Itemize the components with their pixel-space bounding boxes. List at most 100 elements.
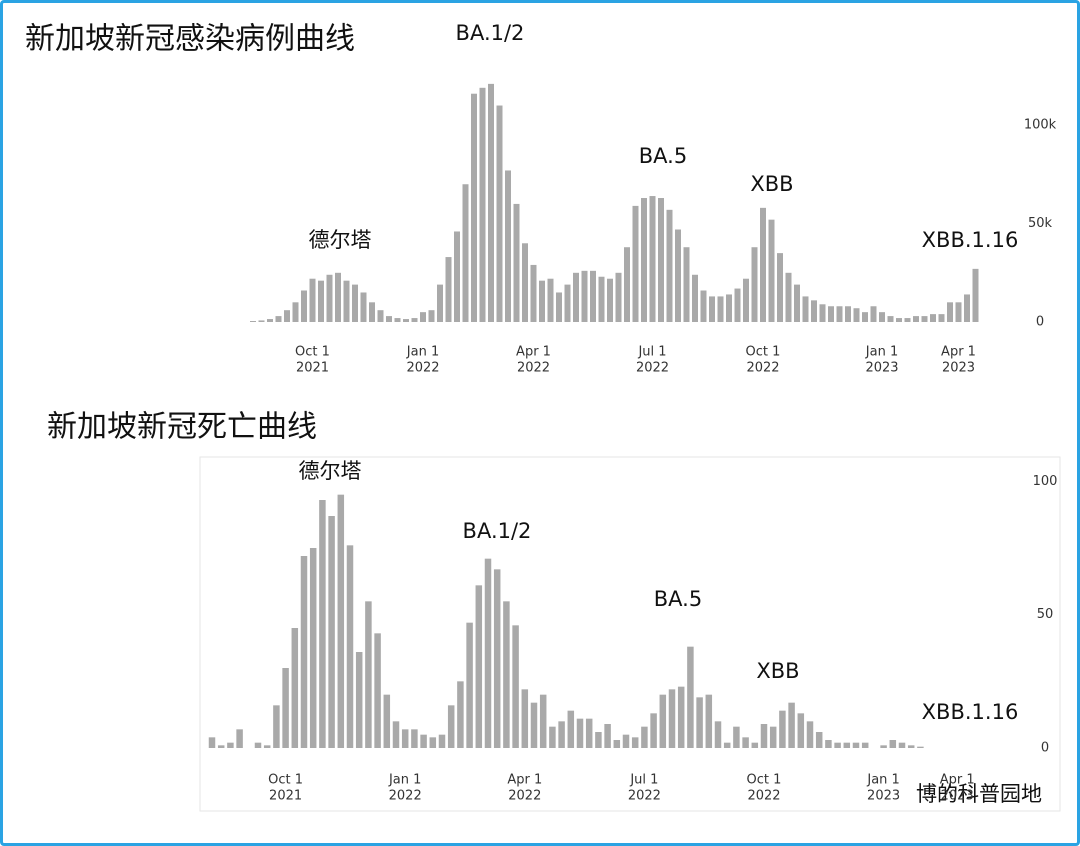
bar	[613, 740, 621, 748]
x-tick-label: Jan 1	[865, 345, 898, 360]
bar	[843, 742, 851, 748]
bar	[852, 742, 860, 748]
bar	[267, 319, 273, 322]
bar	[917, 746, 924, 748]
bar	[309, 278, 316, 322]
bar	[250, 321, 256, 322]
bar	[585, 718, 593, 748]
bar	[794, 284, 800, 322]
x-tick-label: Oct 1	[747, 773, 782, 788]
bar	[819, 304, 826, 322]
bar	[668, 689, 676, 748]
bar	[683, 247, 690, 322]
bar	[768, 219, 775, 322]
bar	[802, 296, 809, 322]
bar	[607, 278, 613, 322]
watermark: 博的科普园地	[916, 782, 1042, 806]
bar	[394, 318, 401, 322]
bar	[326, 274, 333, 322]
bar	[466, 622, 473, 748]
chart-title: 新加坡新冠感染病例曲线	[25, 22, 355, 57]
bar	[576, 718, 584, 748]
annotation: BA.1/2	[463, 519, 532, 543]
bar	[530, 702, 538, 748]
bar	[870, 306, 877, 322]
bar	[785, 272, 792, 322]
bar	[955, 302, 962, 322]
bar	[742, 737, 749, 748]
bar	[420, 312, 426, 322]
x-tick-label: 2022	[747, 789, 780, 804]
bar	[484, 558, 492, 748]
bar	[825, 740, 832, 748]
bar	[751, 742, 759, 748]
bar	[328, 516, 335, 748]
x-tick-label: 2022	[406, 361, 439, 376]
y-tick-label: 50	[1037, 607, 1054, 622]
x-tick-label: Jul 1	[637, 345, 666, 360]
bar	[714, 721, 722, 748]
bar	[964, 294, 970, 322]
bar	[547, 278, 554, 322]
x-tick-label: Apr 1	[507, 773, 542, 788]
bar	[641, 198, 647, 322]
bar	[346, 545, 354, 748]
bar	[318, 280, 324, 322]
bar	[861, 742, 869, 748]
bar	[811, 300, 817, 322]
bar	[428, 310, 435, 322]
bar	[631, 737, 639, 748]
bar	[598, 276, 605, 322]
bar	[705, 694, 713, 748]
bar	[595, 732, 602, 748]
annotation: XBB.1.16	[922, 700, 1019, 724]
bar	[921, 316, 928, 322]
x-tick-label: Jan 1	[866, 773, 899, 788]
bar	[743, 278, 749, 322]
x-tick-label: 2023	[865, 361, 898, 376]
bar	[880, 745, 887, 748]
x-tick-label: 2022	[636, 361, 669, 376]
x-tick-label: 2023	[942, 361, 975, 376]
bar	[845, 306, 851, 322]
bar	[403, 319, 409, 322]
bar	[411, 729, 418, 748]
x-tick-label: 2022	[628, 789, 661, 804]
bar	[687, 646, 694, 748]
bar	[734, 288, 741, 322]
bar	[788, 702, 795, 748]
bar	[319, 500, 326, 748]
bar	[462, 184, 469, 322]
x-tick-label: 2022	[508, 789, 541, 804]
bar	[377, 310, 384, 322]
bar	[254, 742, 262, 748]
bar	[496, 105, 503, 323]
bar	[666, 209, 673, 322]
bar	[355, 652, 363, 748]
bar	[733, 726, 740, 748]
bar	[879, 312, 885, 322]
bar	[717, 296, 724, 322]
bar	[505, 170, 511, 322]
x-tick-label: Jul 1	[629, 773, 658, 788]
bar	[392, 721, 400, 748]
bar	[836, 306, 843, 322]
bar	[947, 302, 953, 322]
bar	[564, 284, 571, 322]
x-tick-label: 2023	[867, 789, 900, 804]
y-tick-label: 0	[1041, 741, 1049, 756]
bar	[437, 284, 443, 322]
bar	[337, 494, 345, 748]
bar	[493, 569, 501, 748]
bar	[208, 737, 216, 748]
bar	[696, 697, 703, 748]
bar	[650, 713, 657, 748]
bar	[675, 229, 681, 322]
x-tick-label: 2022	[517, 361, 550, 376]
bar	[227, 742, 234, 748]
bar	[590, 270, 596, 322]
bar	[913, 316, 919, 322]
bar	[624, 247, 630, 322]
x-tick-label: 2022	[746, 361, 779, 376]
